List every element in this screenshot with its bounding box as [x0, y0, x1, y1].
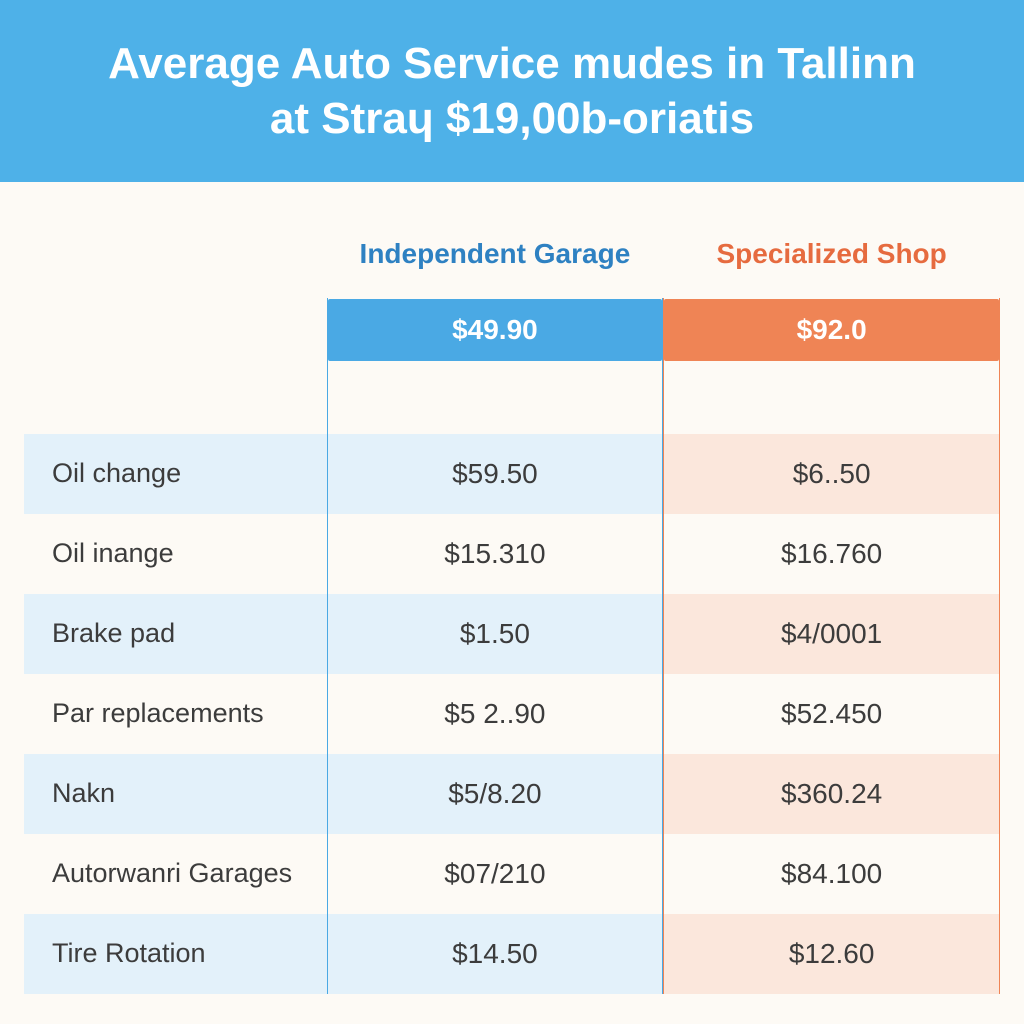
service-label: Oil change: [24, 434, 327, 514]
table-row: Oil inange$15.310$16.760: [24, 514, 1000, 594]
price-table-container: Independent Garage Specialized Shop $49.…: [0, 182, 1024, 994]
table-row: Brake pad$1.50$4/0001: [24, 594, 1000, 674]
col2-value: $84.100: [663, 834, 1000, 914]
banner-line-1: Average Auto Service mudes in Tallinn: [108, 39, 916, 88]
col1-value: $59.50: [327, 434, 664, 514]
title-banner: Average Auto Service mudes in Tallinn at…: [0, 0, 1024, 182]
col2-value: $4/0001: [663, 594, 1000, 674]
service-label: Par replacements: [24, 674, 327, 754]
table-row: Oil change$59.50$6..50: [24, 434, 1000, 514]
col1-value: $07/210: [327, 834, 664, 914]
service-label: Autorwanri Garages: [24, 834, 327, 914]
col1-value: $5/8.20: [327, 754, 664, 834]
col1-price-badge: $49.90: [328, 299, 663, 361]
table-row: Autorwanri Garages$07/210$84.100: [24, 834, 1000, 914]
col1-value: $1.50: [327, 594, 664, 674]
banner-line-2: at Straɥ $19,00b-oriatis: [270, 94, 754, 143]
col2-value: $360.24: [663, 754, 1000, 834]
service-label: Tire Rotation: [24, 914, 327, 994]
col1-value: $5 2..90: [327, 674, 664, 754]
col1-header: Independent Garage: [327, 218, 664, 298]
price-table: Independent Garage Specialized Shop $49.…: [24, 218, 1000, 994]
price-badge-row: $49.90 $92.0: [24, 298, 1000, 362]
table-row: Nakn$5/8.20$360.24: [24, 754, 1000, 834]
col2-value: $52.450: [663, 674, 1000, 754]
col2-value: $16.760: [663, 514, 1000, 594]
service-label: Brake pad: [24, 594, 327, 674]
col2-value: $12.60: [663, 914, 1000, 994]
table-row: Tire Rotation$14.50$12.60: [24, 914, 1000, 994]
col1-value: $14.50: [327, 914, 664, 994]
service-label: Nakn: [24, 754, 327, 834]
spacer-row: [24, 362, 1000, 434]
service-label: Oil inange: [24, 514, 327, 594]
col2-value: $6..50: [663, 434, 1000, 514]
column-header-row: Independent Garage Specialized Shop: [24, 218, 1000, 298]
table-row: Par replacements$5 2..90$52.450: [24, 674, 1000, 754]
col2-header: Specialized Shop: [663, 218, 1000, 298]
col1-value: $15.310: [327, 514, 664, 594]
col2-price-badge: $92.0: [664, 299, 999, 361]
